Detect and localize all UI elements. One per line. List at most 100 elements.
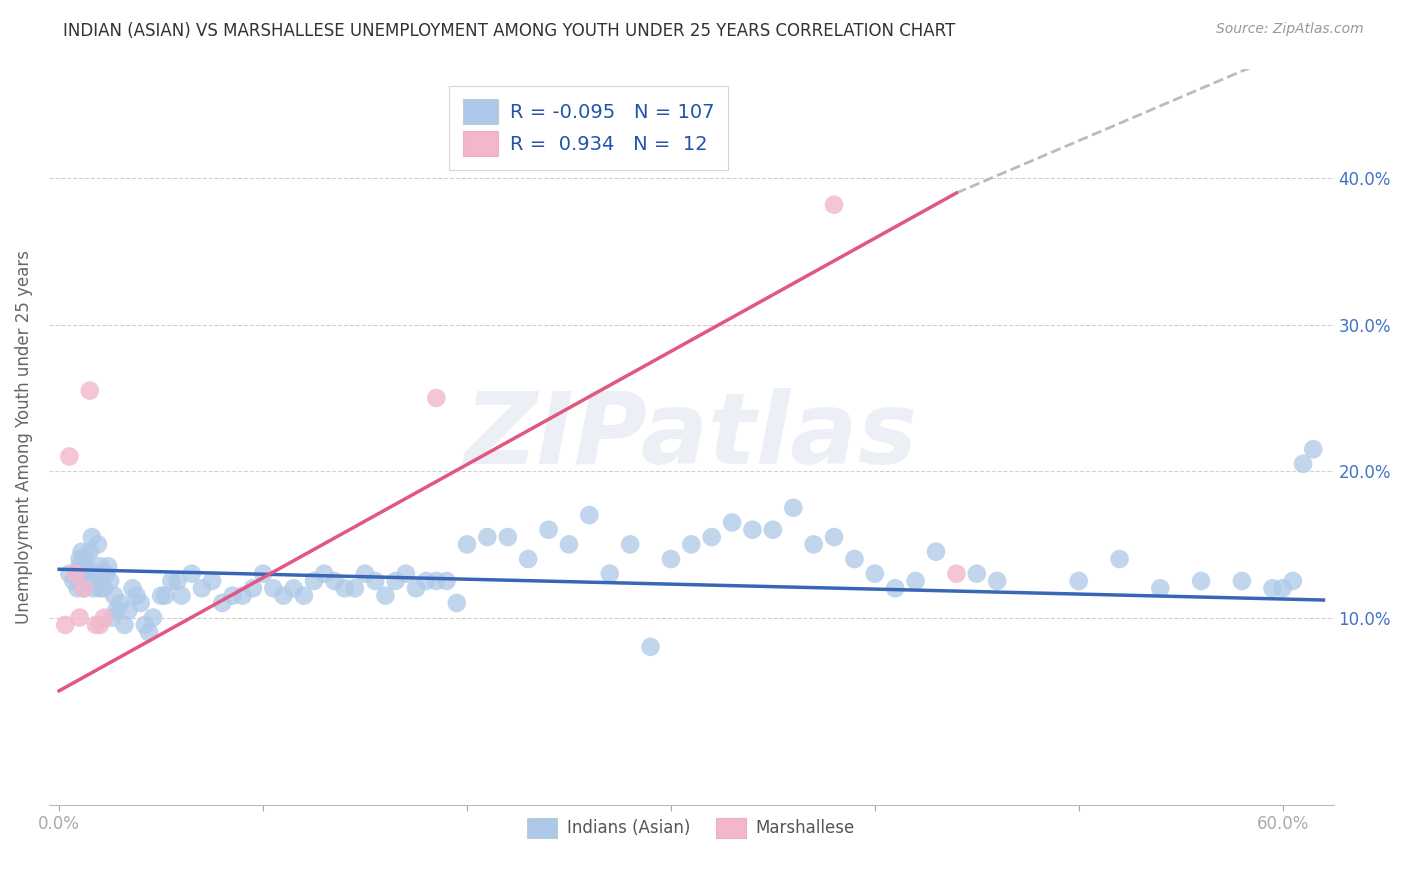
Point xyxy=(904,574,927,588)
Point xyxy=(374,589,396,603)
Legend: Indians (Asian), Marshallese: Indians (Asian), Marshallese xyxy=(520,811,862,845)
Point xyxy=(170,589,193,603)
Point xyxy=(456,537,478,551)
Point xyxy=(70,566,93,581)
Point xyxy=(283,582,305,596)
Point xyxy=(180,566,202,581)
Point xyxy=(129,596,152,610)
Point xyxy=(659,552,682,566)
Point xyxy=(436,574,458,588)
Point xyxy=(211,596,233,610)
Point xyxy=(89,582,111,596)
Point xyxy=(105,603,128,617)
Point xyxy=(1292,457,1315,471)
Point xyxy=(425,574,447,588)
Point xyxy=(80,530,103,544)
Point xyxy=(537,523,560,537)
Point xyxy=(94,566,117,581)
Point xyxy=(93,582,115,596)
Point xyxy=(110,596,132,610)
Point xyxy=(844,552,866,566)
Text: Source: ZipAtlas.com: Source: ZipAtlas.com xyxy=(1216,22,1364,37)
Point xyxy=(863,566,886,581)
Point xyxy=(477,530,499,544)
Point xyxy=(1271,582,1294,596)
Point xyxy=(53,618,76,632)
Point xyxy=(58,450,80,464)
Point xyxy=(599,566,621,581)
Point xyxy=(262,582,284,596)
Point xyxy=(395,566,418,581)
Point xyxy=(446,596,468,610)
Point xyxy=(782,500,804,515)
Point xyxy=(166,574,188,588)
Point xyxy=(323,574,346,588)
Point xyxy=(160,574,183,588)
Point xyxy=(384,574,406,588)
Point xyxy=(69,574,91,588)
Point xyxy=(762,523,785,537)
Point xyxy=(58,566,80,581)
Text: INDIAN (ASIAN) VS MARSHALLESE UNEMPLOYMENT AMONG YOUTH UNDER 25 YEARS CORRELATIO: INDIAN (ASIAN) VS MARSHALLESE UNEMPLOYME… xyxy=(63,22,956,40)
Point xyxy=(1108,552,1130,566)
Point xyxy=(69,610,91,624)
Point xyxy=(72,559,94,574)
Point xyxy=(364,574,387,588)
Point xyxy=(823,530,845,544)
Point xyxy=(823,197,845,211)
Point xyxy=(121,582,143,596)
Point xyxy=(1189,574,1212,588)
Point xyxy=(252,566,274,581)
Point xyxy=(221,589,243,603)
Point xyxy=(191,582,214,596)
Point xyxy=(65,566,87,581)
Point xyxy=(986,574,1008,588)
Point xyxy=(741,523,763,537)
Point xyxy=(700,530,723,544)
Point xyxy=(87,537,110,551)
Point xyxy=(314,566,336,581)
Point xyxy=(415,574,437,588)
Point xyxy=(117,603,139,617)
Point xyxy=(101,610,124,624)
Point xyxy=(405,582,427,596)
Point xyxy=(65,566,87,581)
Point xyxy=(496,530,519,544)
Point xyxy=(83,582,105,596)
Point xyxy=(72,582,94,596)
Point xyxy=(98,574,121,588)
Point xyxy=(69,552,91,566)
Point xyxy=(79,384,101,398)
Point xyxy=(66,582,89,596)
Point xyxy=(884,582,907,596)
Point xyxy=(103,589,125,603)
Point xyxy=(79,566,101,581)
Point xyxy=(150,589,173,603)
Point xyxy=(343,582,366,596)
Point xyxy=(966,566,988,581)
Point xyxy=(134,618,156,632)
Point xyxy=(945,566,967,581)
Point xyxy=(619,537,641,551)
Point xyxy=(578,508,600,522)
Point xyxy=(333,582,356,596)
Point xyxy=(62,574,84,588)
Point xyxy=(79,545,101,559)
Text: ZIPatlas: ZIPatlas xyxy=(465,388,918,485)
Point xyxy=(640,640,662,654)
Point xyxy=(1230,574,1253,588)
Point xyxy=(803,537,825,551)
Point xyxy=(69,566,91,581)
Point xyxy=(1302,442,1324,457)
Point xyxy=(76,566,98,581)
Point xyxy=(84,566,107,581)
Point xyxy=(84,618,107,632)
Point xyxy=(558,537,581,551)
Point xyxy=(75,552,97,566)
Point xyxy=(70,545,93,559)
Point xyxy=(273,589,295,603)
Point xyxy=(1149,582,1171,596)
Point xyxy=(292,589,315,603)
Point xyxy=(93,610,115,624)
Point xyxy=(112,618,135,632)
